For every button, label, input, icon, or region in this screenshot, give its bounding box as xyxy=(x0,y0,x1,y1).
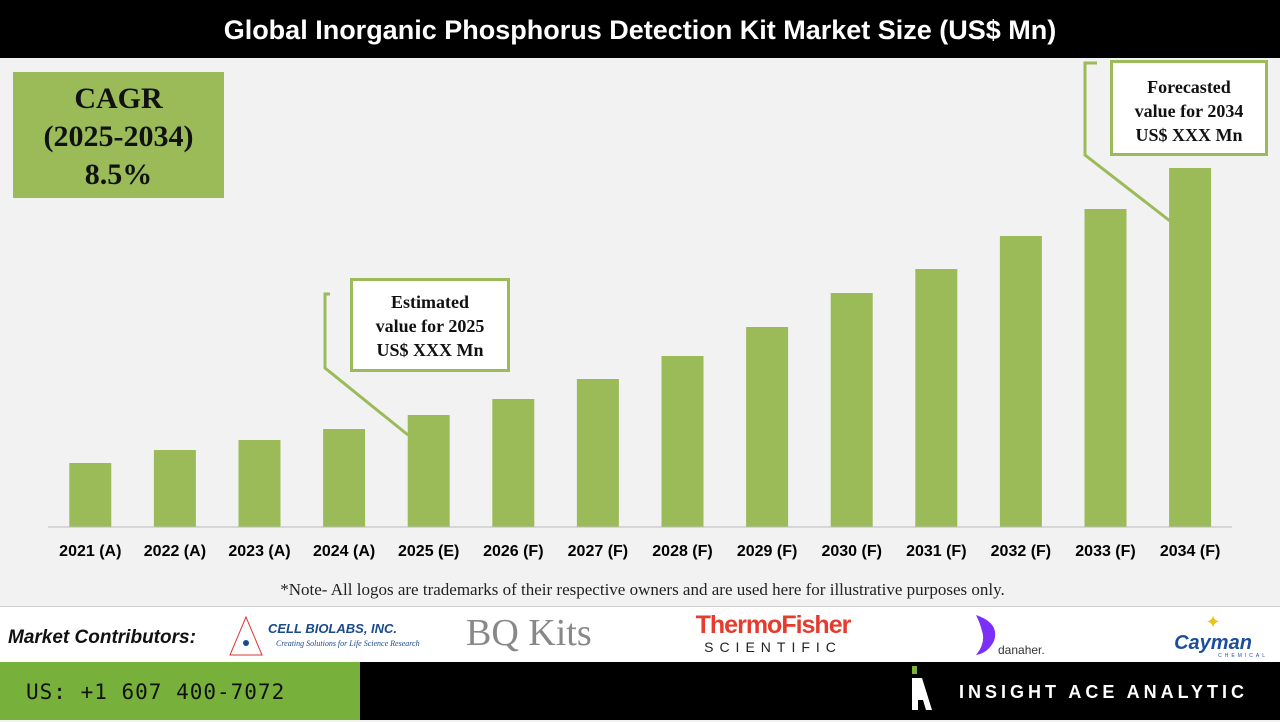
bar-2026 (F) xyxy=(492,399,535,527)
estimated-callout: Estimated value for 2025 US$ XXX Mn xyxy=(350,278,510,372)
bar-2030 (F) xyxy=(830,293,873,527)
forecasted-callout-connector xyxy=(1083,61,1171,223)
bar-2025 (E) xyxy=(407,415,450,527)
danaher-logo: danaher. xyxy=(972,613,1062,661)
x-tick-label: 2025 (E) xyxy=(398,543,459,560)
x-tick-label: 2029 (F) xyxy=(737,543,797,560)
contributors-label: Market Contributors: xyxy=(8,627,196,648)
brand-footer: INSIGHT ACE ANALYTIC xyxy=(360,662,1280,720)
forecasted-callout: Forecasted value for 2034 US$ XXX Mn xyxy=(1110,60,1268,156)
callout-line: US$ XXX Mn xyxy=(1135,125,1243,145)
x-tick-label: 2026 (F) xyxy=(483,543,543,560)
bar-2027 (F) xyxy=(576,379,619,527)
x-tick-label: 2032 (F) xyxy=(991,543,1051,560)
bar-2023 (A) xyxy=(238,440,281,527)
bar-2021 (A) xyxy=(69,463,112,527)
x-tick-label: 2028 (F) xyxy=(652,543,712,560)
x-tick-label: 2033 (F) xyxy=(1075,543,1135,560)
x-tick-label: 2027 (F) xyxy=(568,543,628,560)
callout-line: Estimated xyxy=(391,292,469,312)
phone-number: US: +1 607 400-7072 xyxy=(0,662,360,720)
x-tick-label: 2031 (F) xyxy=(906,543,966,560)
disclaimer-note: *Note- All logos are trademarks of their… xyxy=(280,580,1005,599)
cagr-period: (2025-2034) xyxy=(43,120,194,153)
x-tick-label: 2034 (F) xyxy=(1160,543,1220,560)
bar-2028 (F) xyxy=(661,356,704,527)
bar-2032 (F) xyxy=(999,236,1042,527)
cell-biolabs-logo: CELL BIOLABS, INC. Creating Solutions fo… xyxy=(226,615,431,657)
cagr-box: CAGR (2025-2034) 8.5% xyxy=(13,72,224,198)
callout-line: value for 2025 xyxy=(375,316,485,336)
callout-line: Forecasted xyxy=(1147,77,1231,97)
callout-line: value for 2034 xyxy=(1134,101,1244,121)
bq-kits-logo: BQ Kits xyxy=(466,612,592,654)
bar-2024 (A) xyxy=(323,429,366,527)
bar-2031 (F) xyxy=(915,269,958,527)
bar-2033 (F) xyxy=(1084,209,1127,527)
estimated-callout-connector xyxy=(323,292,409,437)
brand-name: INSIGHT ACE ANALYTIC xyxy=(958,682,1248,702)
bar-2029 (F) xyxy=(746,327,789,527)
contributors-bar: Market Contributors: CELL BIOLABS, INC. … xyxy=(0,606,1280,662)
bar-chart: 2021 (A) 2022 (A) 2023 (A) 2024 (A) 2025 (E)… xyxy=(48,61,1232,560)
thermo-fisher-logo: ThermoFisher SCIENTIFIC xyxy=(695,611,852,655)
x-tick-label: 2023 (A) xyxy=(228,543,290,560)
cagr-label: CAGR xyxy=(74,82,163,115)
x-tick-label: 2022 (A) xyxy=(144,543,206,560)
x-tick-label: 2030 (F) xyxy=(821,543,881,560)
bar-2034 (F) xyxy=(1169,168,1212,527)
x-tick-label: 2024 (A) xyxy=(313,543,375,560)
chart-title: Global Inorganic Phosphorus Detection Ki… xyxy=(0,0,1280,58)
callout-line: US$ XXX Mn xyxy=(376,340,484,360)
x-tick-label: 2021 (A) xyxy=(59,543,121,560)
cagr-value: 8.5% xyxy=(84,158,153,191)
insight-ace-logo-icon xyxy=(912,666,932,710)
bar-2022 (A) xyxy=(153,450,196,527)
cayman-logo: ✦ Cayman CHEMICAL xyxy=(1174,612,1268,659)
